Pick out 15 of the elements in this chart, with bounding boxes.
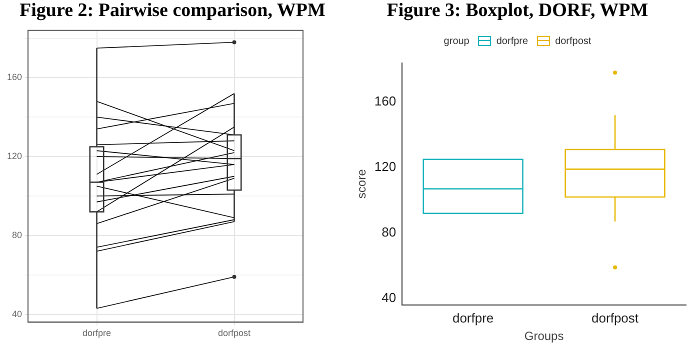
y-tick-label: 80 [382,224,396,240]
chart-title: Figure 2: Pairwise comparison, WPM [18,0,326,22]
x-axis-title: Groups [524,329,564,344]
legend-label: dorfpre [496,36,528,46]
y-axis-title: score [354,168,369,199]
y-tick-label: 120 [6,151,22,162]
y-tick-label: 80 [12,230,22,240]
y-tick-label: 160 [6,72,22,82]
y-tick-label: 160 [374,94,396,109]
y-tick-label: 120 [374,159,396,174]
y-tick-label: 40 [382,290,396,306]
y-tick-label: 40 [12,308,22,319]
legend-label: dorfpost [555,36,592,46]
chart-title: Figure 3: Boxplot, DORF, WPM [386,0,650,22]
legend-title: group [444,36,470,46]
